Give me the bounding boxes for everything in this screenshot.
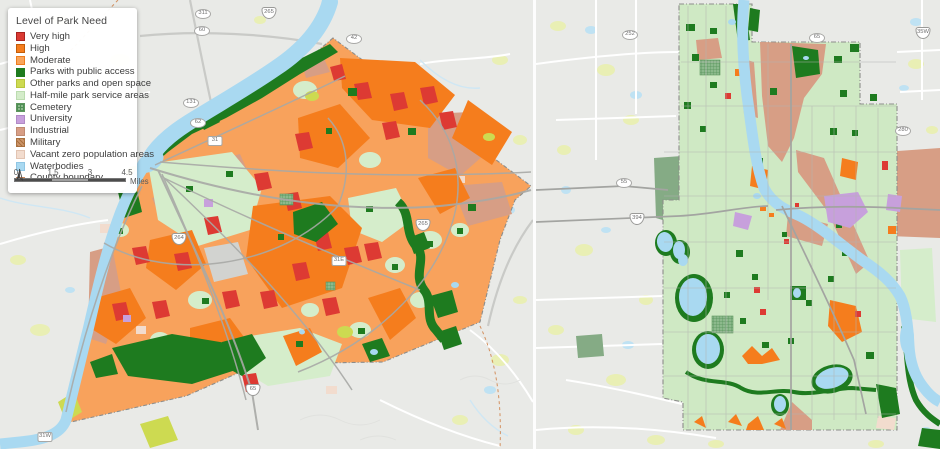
legend-item-label: Moderate [30,54,71,66]
legend-swatch [16,126,25,136]
creek-park-corridor [684,370,877,396]
legend-swatch [16,150,25,160]
service-area-east [900,248,936,322]
legend-title: Level of Park Need [16,15,108,27]
scale-tick-label: 3 [87,168,93,177]
legend-swatch [16,161,25,171]
north-arrow-icon [16,168,24,182]
legend-item: Vacant zero population areas [16,150,154,160]
left-map-canvas[interactable] [0,0,533,449]
county-lakes [299,282,459,355]
cemetery-area [711,315,734,334]
legend-swatch [16,79,25,89]
city-lakes [656,19,849,412]
legend-swatch [16,55,25,65]
cemetery-area [699,59,721,76]
university-areas [123,199,213,322]
city-highways [536,44,940,430]
legend-item-label: University [30,113,73,125]
river-pool [900,322,914,354]
legend-item: Waterbodies [16,160,129,172]
legend-item: Military [16,138,129,148]
scale-bar-segments [14,178,126,182]
legend-swatch [16,91,25,101]
county-roads [65,75,532,431]
legend-swatch [16,44,25,54]
legend-item: Half-mile park service areas [16,91,149,101]
legend-item: Very high [16,32,129,42]
legend-item-label: County boundary [30,172,104,184]
right-map-panel[interactable]: 252 65 35W 280 55 394 [536,0,940,449]
legend-item-label: Cemetery [30,101,72,113]
legend-swatch [16,138,25,148]
legend-item: Parks with public access [16,67,135,77]
legend-swatch [16,32,25,42]
cemetery-area [325,281,336,291]
legend-item-label: Vacant zero population areas [30,148,155,160]
legend-item: Cemetery [16,103,129,113]
mississippi-river [737,0,940,407]
scale-tick-label: 1.5 [47,168,59,177]
legend-item: Industrial [16,126,129,136]
legend-item-label: Parks with public access [30,66,135,78]
legend-item: High [16,44,129,54]
high-need-areas [694,69,896,430]
park-corridor [394,198,448,343]
ohio-river [0,0,338,449]
left-map-panel[interactable]: 311 60 265 42 131 62 31 264 31E 265 65 31W Level of… [0,0,533,449]
scale-unit: Miles [130,177,149,186]
vacant-area [876,416,896,430]
legend-items: Very high High Moderate Parks with public a… [16,32,154,184]
public-parks [90,44,476,384]
basemap-roads [536,0,940,439]
panel-divider [533,0,536,449]
city-street-grid [664,6,896,428]
legend-item: Moderate [16,54,129,66]
legend-item-label: Military [30,137,61,149]
legend-item-label: High [30,42,50,54]
legend-swatch [16,102,25,112]
scale-numbers: 0 1.5 3 4.5 [14,168,164,177]
basemap-creeks [0,59,509,437]
legend-item: University [16,114,129,124]
legend-item-label: Industrial [30,125,69,137]
legend-item-label: Half-mile park service areas [30,89,149,101]
right-map-canvas[interactable] [536,0,940,449]
very-high-need-areas [725,93,888,317]
legend-card: Level of Park Need Very high High Moderate… [8,8,154,194]
legend-item-label: Very high [30,31,71,42]
legend-item: Other parks and open space [16,79,151,89]
legend-item-label: Other parks and open space [30,78,152,90]
legend-item-label: Waterbodies [30,160,84,172]
scale-bar: 0 1.5 3 4.5 Miles [14,168,164,186]
scale-tick-label: 4.5 [121,168,133,177]
legend-swatch [16,114,25,124]
scale-tick-label: 0 [13,168,19,177]
legend-swatch [16,67,25,77]
